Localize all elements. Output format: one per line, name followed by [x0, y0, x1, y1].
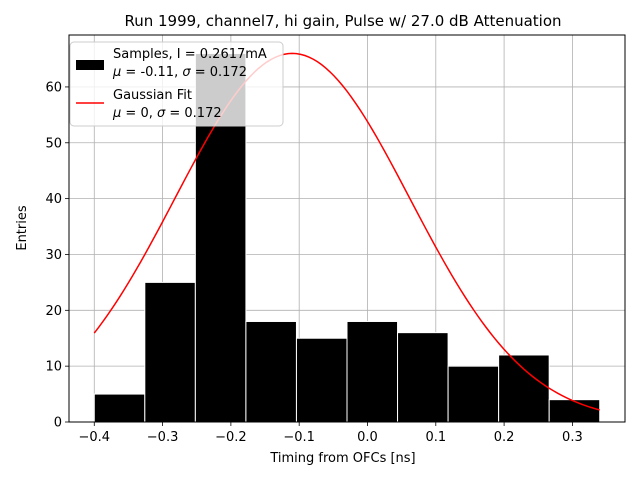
- legend-fit-mu: μ: [112, 106, 121, 121]
- histogram-bar-0: [93, 393, 146, 423]
- chart-title: Run 1999, channel7, hi gain, Pulse w/ 27…: [124, 12, 561, 30]
- legend: Samples, I = 0.2617mA μ = -0.11, σ = 0.1…: [69, 41, 284, 127]
- legend-samples-sigma: = 0.172: [191, 65, 247, 80]
- y-tick-label-0: 0: [54, 416, 62, 431]
- y-tick-label-3: 30: [45, 248, 62, 263]
- legend-samples-sigma-symbol: σ: [182, 65, 191, 80]
- x-tick-label-5: 0.1: [425, 430, 446, 445]
- y-tick-label-1: 10: [45, 360, 62, 375]
- gaussian-fit-line: [93, 52, 600, 411]
- histogram-bars: [93, 52, 601, 423]
- histogram-bar-6: [397, 332, 449, 423]
- legend-samples-swatch: [76, 60, 104, 70]
- histogram-bar-7: [447, 365, 500, 423]
- histogram-bar-4: [295, 337, 348, 423]
- x-tick-label-3: −0.1: [283, 430, 315, 445]
- legend-samples-mu: μ: [112, 65, 121, 80]
- x-tick-label-6: 0.2: [494, 430, 515, 445]
- histogram-bar-1: [144, 281, 196, 423]
- legend-fit-line2: μ = 0, σ = 0.172: [112, 106, 222, 121]
- y-axis-label: Entries: [15, 205, 30, 251]
- y-tick-label-2: 20: [45, 304, 62, 319]
- legend-samples-mean: = -0.11,: [121, 65, 182, 80]
- legend-fit-line1: Gaussian Fit: [113, 88, 192, 103]
- legend-box: [69, 41, 284, 127]
- legend-samples-line1: Samples, I = 0.2617mA: [113, 47, 267, 62]
- x-axis-ticks: −0.4 −0.3 −0.2 −0.1 0.0 0.1 0.2 0.3: [78, 422, 583, 445]
- legend-fit-mean: = 0,: [121, 106, 157, 121]
- legend-samples-line2: μ = -0.11, σ = 0.172: [112, 65, 247, 80]
- x-tick-label-1: −0.3: [147, 430, 179, 445]
- x-tick-label-4: 0.0: [357, 430, 378, 445]
- x-tick-label-7: 0.3: [562, 430, 583, 445]
- y-tick-label-6: 60: [45, 80, 62, 95]
- y-tick-label-4: 40: [45, 192, 62, 207]
- legend-fit-sigma: = 0.172: [165, 106, 221, 121]
- x-axis-label: Timing from OFCs [ns]: [269, 451, 415, 466]
- legend-fit-sigma-symbol: σ: [157, 106, 166, 121]
- y-tick-label-5: 50: [45, 136, 62, 151]
- x-tick-label-2: −0.2: [215, 430, 247, 445]
- histogram-bar-8: [498, 354, 550, 423]
- y-axis-ticks: 0 10 20 30 40 50 60: [45, 80, 69, 431]
- histogram-bar-5: [346, 320, 399, 423]
- histogram-bar-3: [245, 320, 297, 423]
- histogram-bar-9: [548, 399, 601, 423]
- x-tick-label-0: −0.4: [78, 430, 110, 445]
- plot-frame: [68, 34, 626, 423]
